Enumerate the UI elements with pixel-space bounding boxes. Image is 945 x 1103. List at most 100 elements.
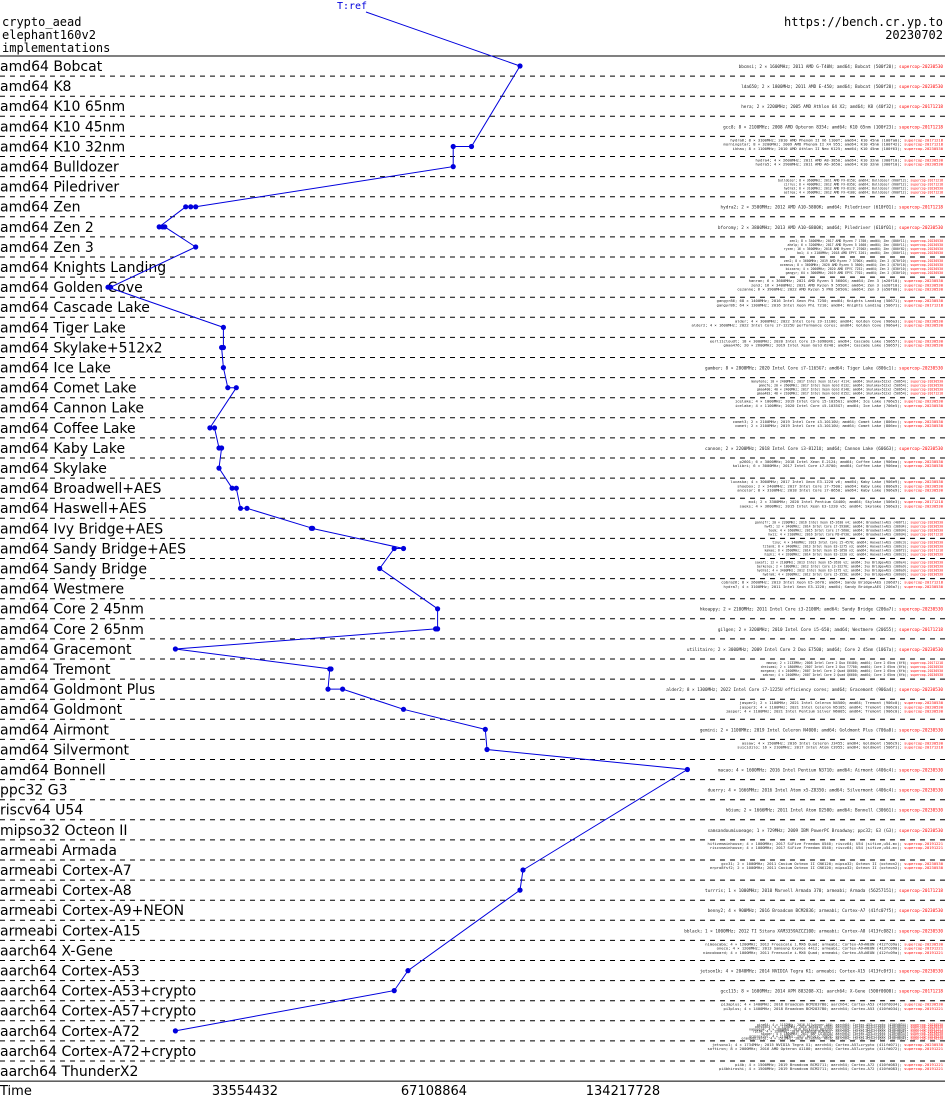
row-note: gangyr; 64 × 3000MHz; 2019 AMD EPYC 7702… [786,271,943,275]
category-label: armeabi Armada [0,843,117,859]
row-note: pine64; 4 × 1152MHz; 2016 Allwinner A64;… [757,1023,943,1027]
data-point [517,887,523,893]
row-note: nanopim4; 4 × 1800MHz; 2018 Rockchip RK3… [749,1027,943,1031]
row-note: gangyr86; 64 × 1300MHz; 2016 Intel Xeon … [717,302,944,307]
category-label: aarch64 X-Gene [0,943,113,959]
row-note: hanran; 6 × 3600MHz; 2021 AMD Ryzen 5 56… [749,278,944,283]
data-point [105,284,111,290]
data-point [400,545,407,552]
category-label: mipso32 Octeon II [0,823,128,839]
data-point [450,164,456,170]
row-note: gmaa400; 40 × 2400MHz; 2017 Intel Xeon G… [757,388,943,392]
row-note: hiphi; 4 × 3200MHz; 2014 Intel Xeon E3-1… [765,552,944,556]
category-label: amd64 Broadwell+AES [0,481,161,497]
data-point [468,143,475,150]
row-note: comet3; 2 × 2100MHz; 2019 Intel Core i3-… [733,419,944,424]
data-point [244,505,250,511]
category-label: amd64 Core 2 45nm [0,602,144,618]
category-label: aarch64 Cortex-A53 [0,964,140,980]
row-note: gemini; 2 × 1100MHz; 2019 Intel Celeron … [700,727,944,733]
row-note: hydra2; 2 × 3500MHz; 2012 AMD A10-5800K;… [721,205,944,211]
data-point [684,766,691,773]
row-note: jasper; 4 × 1100MHz; 2021 Intel Pentium … [726,709,944,714]
category-label: aarch64 Cortex-A72+crypto [0,1044,196,1060]
row-note: mmxsa; 2 × 2133MHz; 2008 Intel Core 2 Du… [766,661,943,665]
row-note: alder2; 4 × 1600MHz; 2022 Intel Core i7-… [692,323,944,328]
category-label: amd64 Knights Landing [0,260,166,276]
row-note: shoebox; 2 × 2400MHz; 2017 Intel Core i7… [737,483,943,488]
row-note: oceanus; 8 × 3600MHz; 2020 AMD Ryzen 5 3… [780,263,943,267]
row-note: rpi64; 4 × 1200MHz; 2016 Broadcom BCM283… [753,1030,943,1034]
row-note: oneco; 4 × 1200MHz; 2013 Samsung Exynos … [717,946,944,951]
category-label: armeabi Cortex-A9+NEON [0,903,184,919]
data-point [220,365,226,371]
row-note: orangepizero2; 4 × 1512MHz; 2020 Allwinn… [741,1037,943,1041]
row-note: zen2; 8 × 3600MHz; 2019 AMD Ryzen 7 3700… [784,259,943,263]
row-note: hera; 2 × 2200MHz; 2005 AMD Athlon 64 X2… [741,104,943,110]
data-point [233,385,239,391]
x-tick-label: 33554432 [212,1084,278,1099]
data-point [219,445,225,451]
category-label: amd64 Sandy Bridge [0,562,147,578]
category-label: armeabi Cortex-A8 [0,883,132,899]
category-label: amd64 Ivy Bridge+AES [0,521,163,537]
category-label: amd64 Airmont [0,722,109,738]
category-label: amd64 Comet Lake [0,381,137,397]
row-note: cannon; 2 × 2200MHz; 2018 Intel Core i3-… [705,446,943,452]
header-operation: crypto_aead [2,15,82,29]
category-label: amd64 K10 32nm [0,139,125,155]
category-label: amd64 Zen 3 [0,240,94,256]
category-label: amd64 Tiger Lake [0,320,126,336]
data-point [400,706,407,712]
category-label: amd64 Skylake+512x2 [0,340,162,356]
row-note: hipper; 4 × 1800MHz; 2017 NXP LS1043A; a… [761,1032,943,1036]
row-note: dreisami; 2 × 1800MHz; 2007 Intel Core 2… [761,665,943,669]
data-point [435,606,441,612]
row-note: gcgsnsxcwl; 4 × 1100MHz; 2017 Amlogic S9… [749,1034,943,1038]
row-note: cirrus; 8 × 4000MHz; 2012 AMD FX-8350; a… [784,183,943,187]
category-label: aarch64 Cortex-A57+crypto [0,1004,196,1020]
data-point [482,726,488,733]
header-right: https://bench.cr.yp.to 20230702 [784,16,943,42]
category-label: amd64 Westmere [0,582,124,598]
series-label: T:ref [337,1,367,12]
category-label: amd64 Haswell+AES [0,501,147,517]
header-url: https://bench.cr.yp.to [784,15,943,29]
data-point [517,63,523,69]
row-note: zen3; 16 × 3400MHz; 2021 AMD Ryzen 9 595… [751,282,944,287]
category-label: amd64 K8 [0,79,71,95]
data-point [193,244,199,250]
row-note: tiny; 4 × 3400MHz; 2013 Intel Core i5-45… [772,540,943,544]
row-note: pi4bhiroshi; 4 × 1500MHz; 2019 Broadcom … [719,1066,944,1071]
row-note: gcc8; 8 × 2100MHz; 2008 AMD Opteron 8354… [723,124,943,130]
row-note: morgana; 4 × 2400MHz; 2007 Intel Core 2 … [761,669,943,673]
category-label: amd64 Tremont [0,662,111,678]
category-label: amd64 Zen 2 [0,220,94,236]
data-point [405,968,411,974]
x-tick-label: 134217728 [586,1084,660,1099]
data-point [237,505,244,511]
row-note: pi3plus; 4 × 1400MHz; 2018 Broadcom BCM2… [724,1006,944,1011]
data-point [183,204,189,210]
row-note: gannjfr; 20 × 2200MHz; 2016 Intel Xeon E… [755,520,943,524]
category-label: amd64 Bobcat [0,59,103,75]
row-note: hydra3; 8 × 3100MHz; 2012 AMD FX-8120; a… [784,187,943,191]
row-note: gangyr86; 68 × 1400MHz; 2016 Intel Xeon … [717,298,944,303]
row-note: gilgen; 2 × 3200MHz; 2010 Intel Core i5-… [718,627,943,633]
row-note: gamber; 8 × 2800MHz; 2020 Intel Core i7-… [705,366,943,372]
row-note: bbcmsi; 2 × 1600MHz; 2011 AMD G-T40N; am… [739,64,944,70]
row-note: p2601; 6 × 3000MHz; 2018 Intel Xeon E-21… [740,459,944,464]
row-note: nimcoboard; 4 × 1000MHz; 2011 Freescale … [703,950,944,955]
row-note: benny2; 4 × 900MHz; 2016 Broadcom BCM283… [708,908,944,914]
row-note: astrea; 4 × 3600MHz; 2012 AMD FX-4100; a… [784,191,943,195]
row-note: gcc31; 2 × 1000MHz; 2011 Cavium Octeon I… [721,861,943,866]
data-point [233,485,239,491]
category-label: amd64 Zen [0,200,80,216]
row-note: icelake; 4 × 1100MHz; 2020 Intel Core i5… [735,403,944,408]
row-note: h6ium; 2 × 1666MHz; 2011 Intel Atom D250… [726,808,944,814]
row-note: morningstar; 8 × 3200MHz; 2009 AMD Pheno… [724,142,944,147]
category-label: amd64 Bulldozer [0,160,119,176]
row-note: jetsonx1; 4 × 1734MHz; 2015 NVIDIA Tegra… [712,1042,944,1047]
data-point [391,545,397,552]
